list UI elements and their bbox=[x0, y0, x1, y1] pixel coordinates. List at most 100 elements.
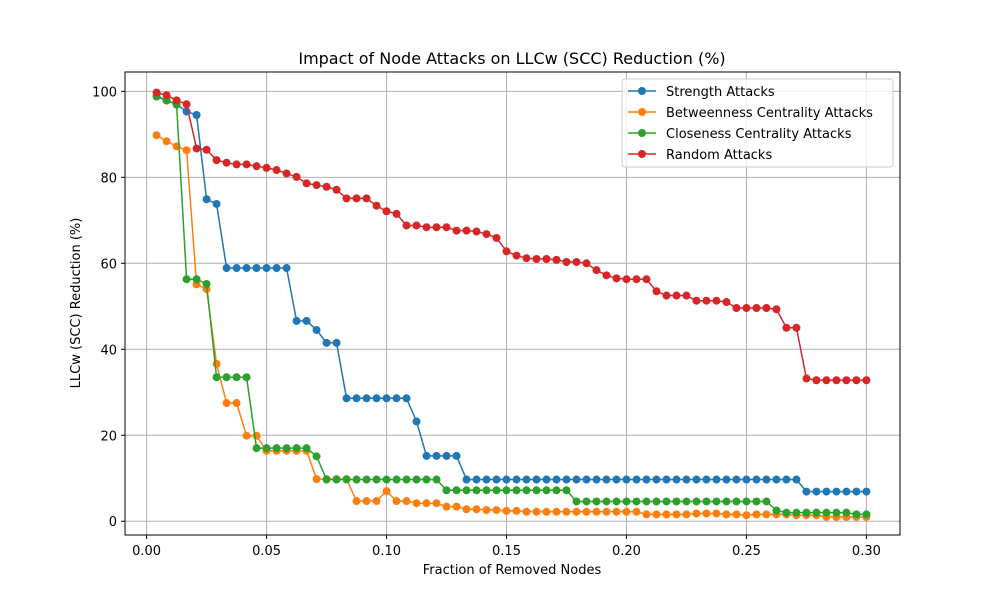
data-point bbox=[652, 497, 661, 506]
data-point bbox=[402, 221, 411, 230]
data-point bbox=[442, 451, 451, 460]
legend-label: Closeness Centrality Attacks bbox=[666, 127, 852, 142]
y-tick-label: 40 bbox=[100, 343, 117, 358]
data-point bbox=[242, 160, 251, 169]
data-point bbox=[672, 497, 681, 506]
data-point bbox=[522, 254, 531, 263]
data-point bbox=[462, 486, 471, 495]
data-point bbox=[282, 169, 291, 178]
data-point bbox=[362, 497, 371, 506]
data-point bbox=[662, 475, 671, 484]
data-point bbox=[402, 497, 411, 506]
data-point bbox=[852, 376, 861, 385]
data-point bbox=[512, 506, 521, 515]
data-point bbox=[572, 258, 581, 267]
data-point bbox=[362, 394, 371, 403]
data-point bbox=[602, 497, 611, 506]
legend-label: Betweenness Centrality Attacks bbox=[666, 106, 873, 121]
data-point bbox=[662, 510, 671, 519]
data-point bbox=[622, 507, 631, 516]
data-point bbox=[482, 506, 491, 515]
data-point bbox=[542, 255, 551, 264]
data-point bbox=[382, 394, 391, 403]
x-tick-label: 0.30 bbox=[852, 544, 881, 559]
data-point bbox=[672, 475, 681, 484]
data-point bbox=[552, 507, 561, 516]
data-point bbox=[722, 297, 731, 306]
series-closeness-centrality-attacks bbox=[152, 92, 871, 519]
data-point bbox=[522, 475, 531, 484]
data-point bbox=[342, 394, 351, 403]
data-point bbox=[862, 487, 871, 496]
data-point bbox=[592, 475, 601, 484]
data-point bbox=[562, 486, 571, 495]
data-point bbox=[792, 508, 801, 517]
data-point bbox=[742, 304, 751, 313]
data-point bbox=[212, 373, 221, 382]
data-point bbox=[402, 394, 411, 403]
data-point bbox=[452, 486, 461, 495]
data-point bbox=[192, 144, 201, 153]
legend-box bbox=[621, 78, 894, 168]
data-point bbox=[212, 359, 221, 368]
data-point bbox=[272, 166, 281, 175]
data-point bbox=[452, 451, 461, 460]
data-point bbox=[472, 475, 481, 484]
data-point bbox=[582, 259, 591, 268]
data-point bbox=[242, 431, 251, 440]
data-point bbox=[582, 507, 591, 516]
data-point bbox=[502, 506, 511, 515]
x-tick-label: 0.00 bbox=[132, 544, 161, 559]
data-point bbox=[342, 194, 351, 203]
data-point bbox=[802, 508, 811, 517]
data-point bbox=[442, 223, 451, 232]
data-point bbox=[292, 172, 301, 181]
data-point bbox=[602, 475, 611, 484]
data-point bbox=[792, 323, 801, 332]
data-point bbox=[692, 296, 701, 305]
data-point bbox=[702, 497, 711, 506]
data-point bbox=[742, 511, 751, 520]
data-point bbox=[352, 394, 361, 403]
data-point bbox=[372, 497, 381, 506]
data-point bbox=[602, 271, 611, 280]
data-point bbox=[412, 475, 421, 484]
data-point bbox=[492, 506, 501, 515]
data-point bbox=[222, 399, 231, 408]
data-point bbox=[392, 475, 401, 484]
data-point bbox=[422, 223, 431, 232]
data-point bbox=[632, 507, 641, 516]
data-point bbox=[612, 274, 621, 283]
data-point bbox=[302, 316, 311, 325]
x-tick-label: 0.20 bbox=[612, 544, 641, 559]
data-point bbox=[822, 487, 831, 496]
data-point bbox=[692, 475, 701, 484]
data-point bbox=[382, 207, 391, 216]
data-point bbox=[202, 279, 211, 288]
data-point bbox=[182, 100, 191, 109]
data-point bbox=[622, 497, 631, 506]
data-point bbox=[612, 475, 621, 484]
data-point bbox=[262, 264, 271, 273]
x-tick-label: 0.15 bbox=[492, 544, 521, 559]
legend: Strength Attacks Betweenness Centrality A… bbox=[621, 78, 894, 168]
data-point bbox=[722, 475, 731, 484]
legend-marker bbox=[638, 87, 646, 95]
data-point bbox=[282, 444, 291, 453]
data-point bbox=[542, 507, 551, 516]
chart-title: Impact of Node Attacks on LLCw (SCC) Red… bbox=[298, 49, 725, 68]
data-point bbox=[712, 497, 721, 506]
data-point bbox=[482, 230, 491, 239]
data-point bbox=[422, 475, 431, 484]
y-axis-label: LLCw (SCC) Reduction (%) bbox=[69, 218, 84, 389]
data-point bbox=[302, 179, 311, 188]
data-point bbox=[612, 507, 621, 516]
data-point bbox=[552, 255, 561, 264]
data-point bbox=[762, 497, 771, 506]
data-point bbox=[422, 451, 431, 460]
data-point bbox=[742, 475, 751, 484]
data-point bbox=[512, 486, 521, 495]
data-point bbox=[572, 497, 581, 506]
data-point bbox=[472, 227, 481, 236]
